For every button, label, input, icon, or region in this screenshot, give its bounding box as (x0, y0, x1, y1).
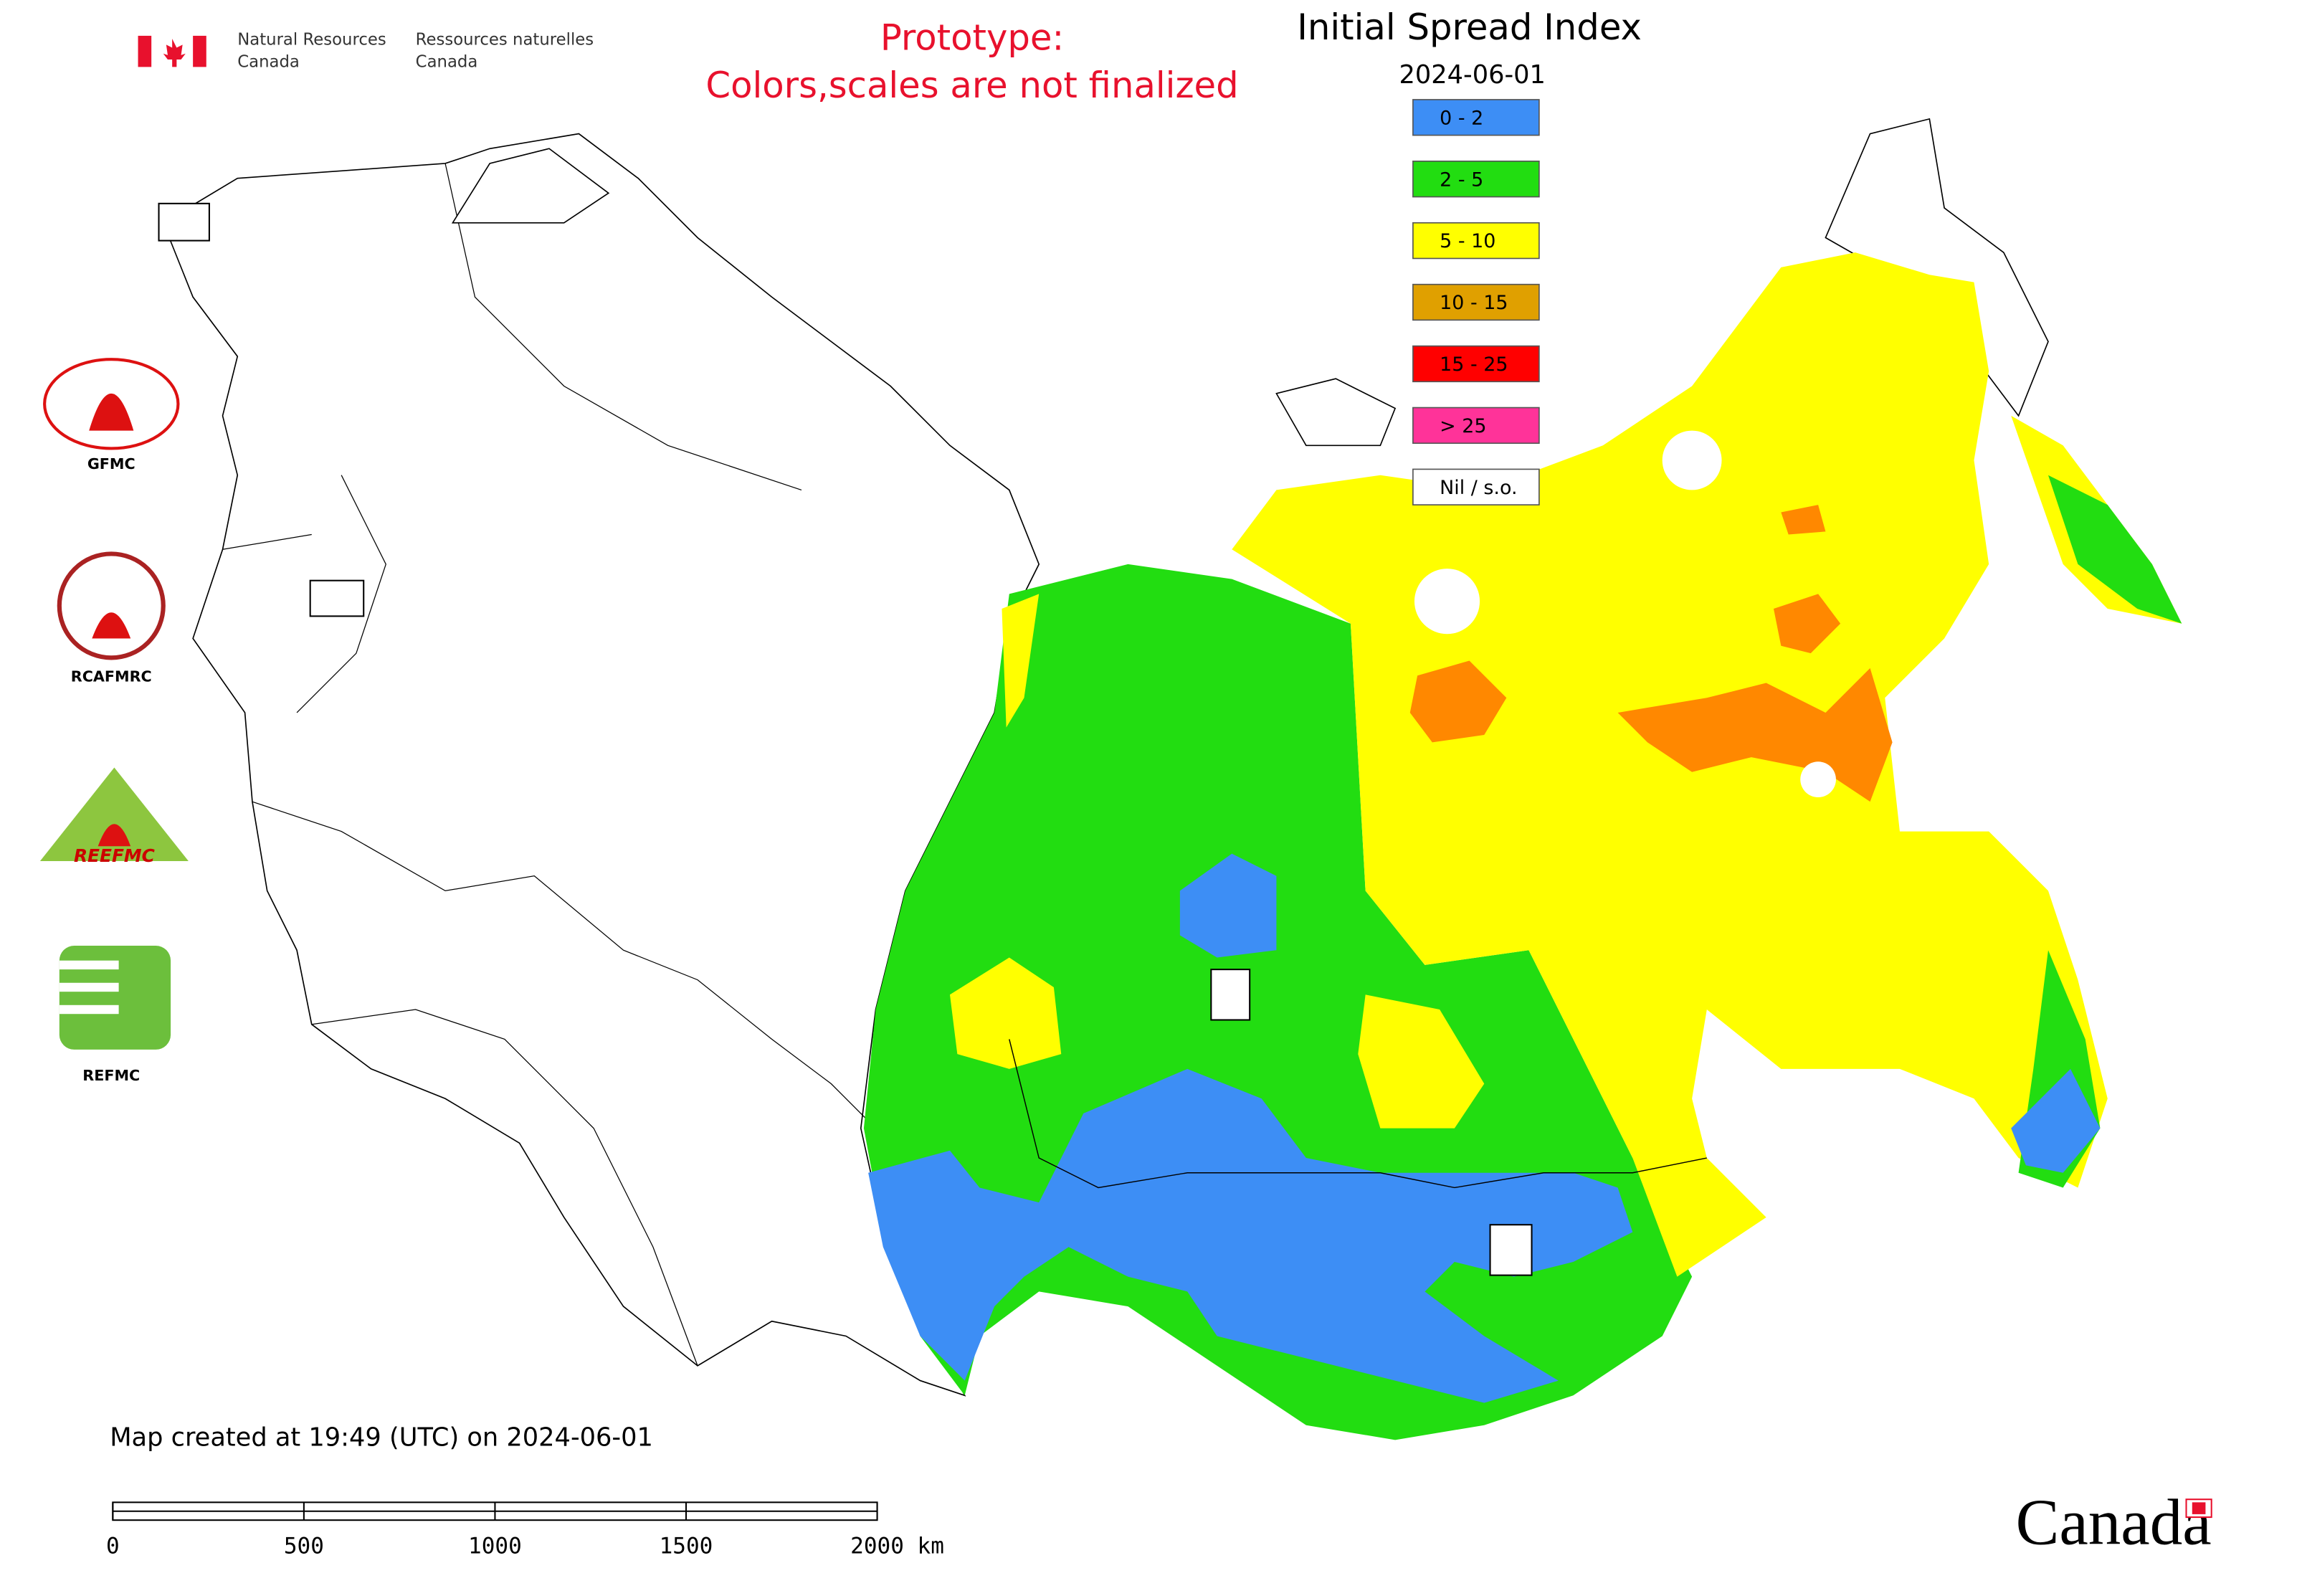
border-line (1009, 1039, 1707, 1189)
logo-flame (97, 824, 131, 847)
map-date: 2024-06-01 (1399, 60, 1546, 90)
agency-signature: Natural Resources Canada Ressources natu… (138, 31, 594, 72)
agency-fr: Canada (416, 53, 478, 72)
region-yellow (1232, 252, 2108, 1277)
legend-swatch (1412, 222, 1540, 260)
map-logo-marker (1210, 969, 1251, 1021)
legend-label: Nil / s.o. (1440, 477, 1517, 499)
logo-label: RCAFMRC (71, 668, 152, 685)
logo-rcafmrc (57, 551, 166, 660)
logo-flame (89, 393, 134, 431)
legend-label: 10 - 15 (1440, 292, 1508, 314)
region-orange (1409, 660, 1507, 743)
logo-stripe (59, 982, 119, 992)
map-logo-marker (309, 579, 365, 617)
map-logo-marker (1489, 1224, 1533, 1276)
scale-bar-label: 1500 (660, 1533, 713, 1559)
map-footer: Map created at 19:49 (UTC) on 2024-06-01 (110, 1422, 653, 1452)
region-orange (1773, 594, 1841, 654)
legend-swatch (1412, 161, 1540, 198)
legend-label: 15 - 25 (1440, 353, 1508, 376)
border-line (222, 163, 802, 713)
no-data-patch (1800, 761, 1836, 797)
agency-fr: Ressources naturelles (416, 31, 594, 49)
scale-bar-label: 2000 (850, 1533, 904, 1559)
region-yellow (949, 957, 1062, 1069)
no-data-patch (1662, 430, 1722, 490)
logo-column: GFMC RCAFMRC REEFMC REFMC (39, 358, 189, 1084)
legend-swatch (1412, 283, 1540, 321)
scale-bar-label: 1000 (468, 1533, 522, 1559)
country-outlines (162, 118, 2049, 1397)
legend-label: 5 - 10 (1440, 230, 1495, 252)
region-yellow (1002, 594, 1040, 728)
logo-stripe (59, 960, 119, 970)
logo-label: REFMC (82, 1067, 140, 1084)
legend-label: > 25 (1440, 415, 1486, 437)
no-data-patch (1414, 569, 1480, 635)
legend-label: 2 - 5 (1440, 168, 1483, 191)
island-outline (451, 148, 610, 224)
legend-swatch (1412, 407, 1540, 445)
index-regions (863, 252, 2182, 1440)
region-blue (1179, 853, 1277, 958)
canada-wordmark: Canada (2016, 1486, 2212, 1559)
logo-label: REEFMC (74, 845, 155, 866)
border-line (252, 801, 876, 1129)
legend-swatch (1412, 99, 1540, 136)
wordmark-flag-leaf (2192, 1502, 2206, 1514)
border-line (311, 1009, 698, 1367)
flag-bar (138, 35, 152, 67)
logo-gfmc (43, 358, 180, 450)
region-yellow (1358, 994, 1485, 1129)
agency-en: Natural Resources (237, 31, 386, 49)
island-outline (1275, 378, 1397, 447)
map-logo-marker (158, 202, 210, 242)
legend-swatch (1412, 345, 1540, 383)
maple-leaf (163, 39, 186, 67)
legend-swatch (1412, 468, 1540, 505)
region-green (2047, 475, 2182, 624)
legend: 0 - 2 2 - 5 5 - 10 10 - 15 15 - 25 > 25 Nil / … (1412, 99, 1540, 505)
region-orange (1781, 505, 1826, 535)
logo-label: GFMC (87, 455, 135, 472)
notice: Colors,scales are not finalized (705, 65, 1238, 106)
logo-stripe (59, 1004, 119, 1015)
logo-flame (92, 612, 131, 639)
region-blue (2011, 1068, 2101, 1173)
scale-bar: 0 500 1000 1500 2000 km (106, 1501, 944, 1559)
legend-label: 0 - 2 (1440, 107, 1483, 129)
scale-bar-label: 500 (284, 1533, 324, 1559)
logo-refmc (59, 945, 171, 1050)
agency-en: Canada (237, 53, 300, 72)
scale-bar-label: 0 (106, 1533, 120, 1559)
notice: Prototype: (880, 17, 1064, 59)
logo-reefmc (39, 767, 189, 861)
flag-bar (193, 35, 206, 67)
region-blue (868, 1068, 1633, 1403)
map-title: Initial Spread Index (1297, 6, 1642, 48)
scale-bar-unit: km (918, 1533, 944, 1559)
